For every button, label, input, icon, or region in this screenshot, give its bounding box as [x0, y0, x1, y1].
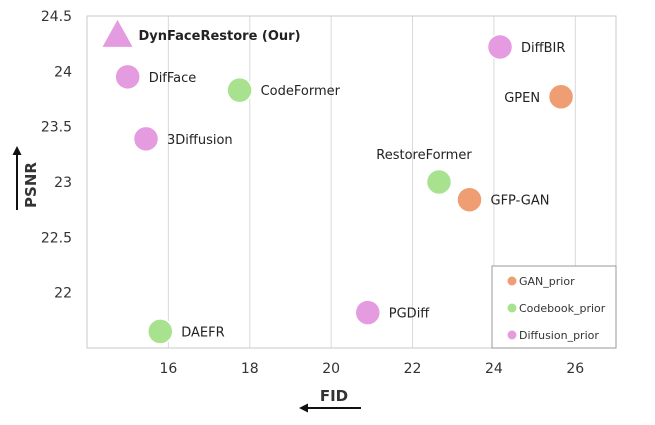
label-gpen: GPEN: [504, 91, 540, 106]
point-gpen: [547, 83, 575, 111]
label-pgdiff: PGDiff: [389, 307, 431, 322]
x-axis-title-group: FID: [299, 387, 361, 413]
label-codeformer: CodeFormer: [261, 84, 341, 99]
x-axis-title: FID: [320, 387, 348, 405]
plot-frame: [86, 15, 617, 349]
point-dynfacerestore-our-triangle: [102, 19, 133, 47]
label-3diffusion: 3Diffusion: [167, 133, 233, 148]
x-tick-label: 20: [322, 361, 340, 377]
point-gfp-gan: [456, 186, 483, 213]
x-tick-label: 16: [159, 361, 177, 377]
point-diffbir: [486, 33, 514, 61]
y-tick-label: 23: [54, 175, 72, 191]
label-diffbir: DiffBIR: [521, 41, 565, 56]
point-restoreformer: [425, 168, 453, 196]
y-axis-title: PSNR: [22, 162, 40, 208]
y-tick-label: 22.5: [41, 230, 72, 246]
y-axis-title-group: PSNR: [12, 146, 40, 210]
legend-marker-diffusion-prior: [507, 330, 517, 340]
legend-label-gan-prior: GAN_prior: [519, 275, 575, 288]
point-codeformer: [226, 76, 253, 104]
y-tick-label: 24.5: [41, 9, 72, 25]
point-daefr: [146, 318, 174, 345]
grid-lines: [167, 16, 576, 348]
legend-label-diffusion-prior: Diffusion_prior: [519, 329, 599, 342]
x-tick-label: 18: [241, 361, 259, 377]
legend-marker-codebook-prior: [507, 303, 517, 313]
x-tick-label: 26: [566, 361, 584, 377]
data-points: [102, 19, 575, 345]
legend: GAN_prior Codebook_prior Diffusion_prior: [491, 265, 617, 349]
legend-label-codebook-prior: Codebook_prior: [519, 302, 606, 315]
point-difface: [114, 63, 141, 91]
point-labels: DynFaceRestore (Our) DiffBIR DifFace CodeFo…: [139, 29, 566, 341]
label-restoreformer: RestoreFormer: [376, 148, 472, 163]
label-daefr: DAEFR: [181, 325, 224, 340]
x-tick-label: 24: [485, 361, 503, 377]
x-tick-labels: 16 18 20 22 24 26: [159, 361, 584, 377]
y-axis-arrowhead-icon: [12, 146, 22, 155]
y-tick-label: 24: [54, 64, 72, 80]
x-axis-arrowhead-icon: [299, 403, 308, 413]
label-dynfacerestore-our: DynFaceRestore (Our): [139, 29, 301, 44]
y-tick-label: 22: [54, 286, 72, 302]
point-3diffusion: [132, 125, 160, 153]
label-difface: DifFace: [149, 71, 197, 86]
label-gfp-gan: GFP-GAN: [491, 194, 550, 209]
point-pgdiff: [354, 299, 382, 326]
y-tick-label: 23.5: [41, 120, 72, 136]
y-tick-labels: 22 22.5 23 23.5 24 24.5: [41, 9, 72, 302]
legend-marker-gan-prior: [507, 276, 517, 286]
x-tick-label: 22: [404, 361, 422, 377]
